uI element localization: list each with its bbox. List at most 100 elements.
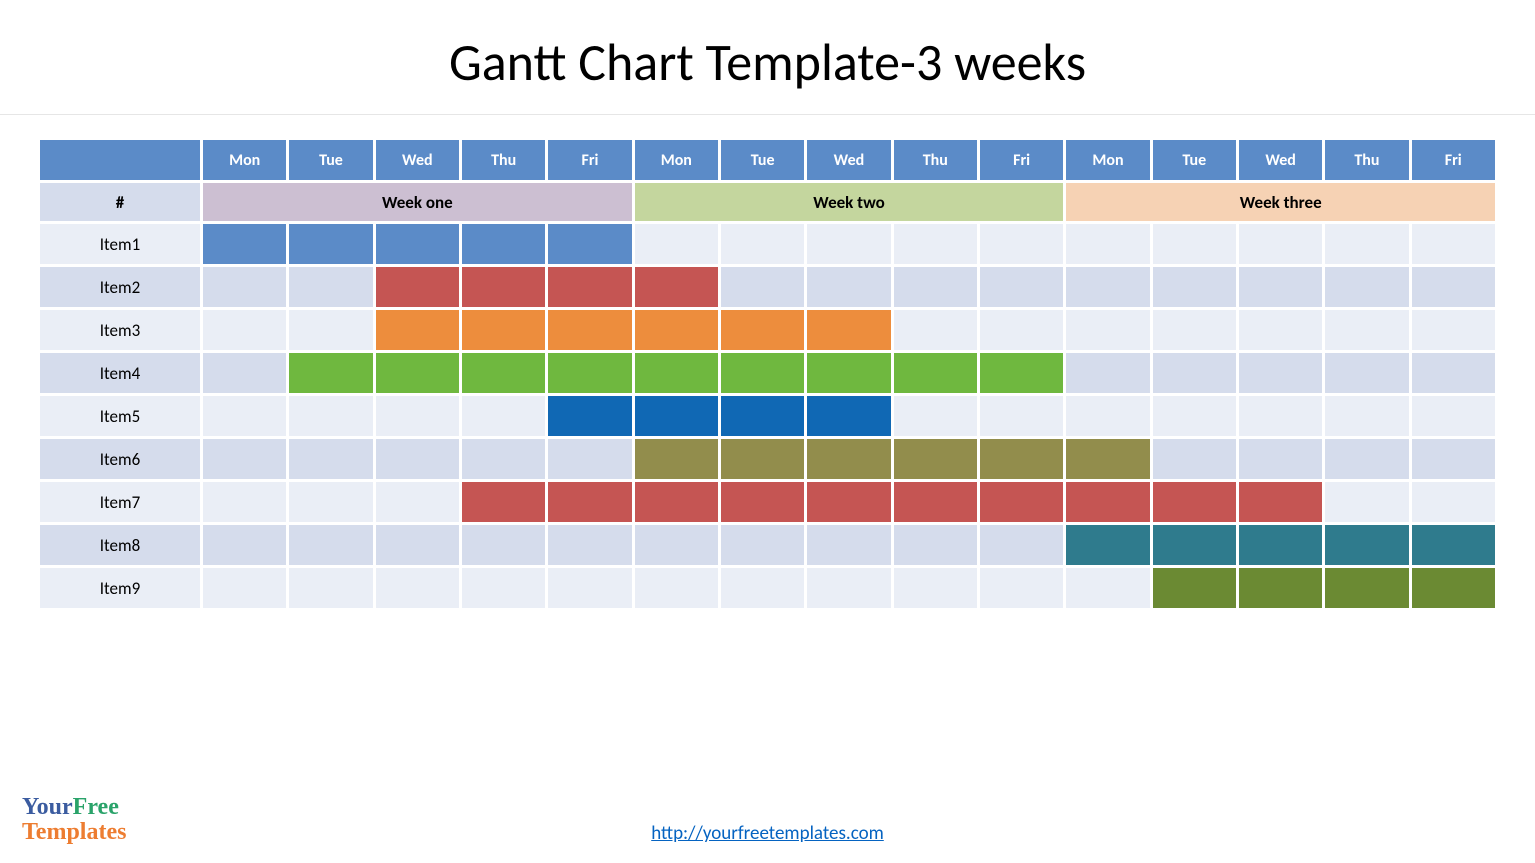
gantt-bar-cell [1412, 568, 1495, 608]
gantt-chart: MonTueWedThuFriMonTueWedThuFriMonTueWedT… [40, 140, 1495, 608]
gantt-empty-cell [1412, 439, 1495, 479]
gantt-empty-cell [1239, 353, 1322, 393]
gantt-bar-cell [462, 482, 545, 522]
gantt-empty-cell [1325, 224, 1408, 264]
gantt-empty-cell [980, 310, 1063, 350]
gantt-bar-cell [548, 224, 631, 264]
gantt-bar-cell [462, 310, 545, 350]
gantt-bar-cell [635, 482, 718, 522]
gantt-empty-cell [1066, 568, 1149, 608]
gantt-empty-cell [721, 267, 804, 307]
gantt-empty-cell [1412, 267, 1495, 307]
week-label: Week two [635, 183, 1064, 221]
gantt-empty-cell [635, 525, 718, 565]
gantt-bar-cell [807, 482, 890, 522]
gantt-empty-cell [1153, 267, 1236, 307]
gantt-empty-cell [1066, 353, 1149, 393]
gantt-empty-cell [203, 353, 286, 393]
gantt-empty-cell [203, 482, 286, 522]
gantt-empty-cell [548, 568, 631, 608]
gantt-empty-cell [721, 525, 804, 565]
gantt-empty-cell [462, 525, 545, 565]
gantt-empty-cell [980, 525, 1063, 565]
gantt-bar-cell [289, 224, 372, 264]
header-day: Mon [1066, 140, 1149, 180]
gantt-bar-cell [203, 224, 286, 264]
gantt-empty-cell [1153, 439, 1236, 479]
gantt-empty-cell [807, 525, 890, 565]
gantt-empty-cell [1066, 396, 1149, 436]
gantt-bar-cell [721, 353, 804, 393]
gantt-bar-cell [807, 353, 890, 393]
gantt-bar-cell [894, 353, 977, 393]
item-label: Item8 [40, 525, 200, 565]
gantt-bar-cell [548, 482, 631, 522]
gantt-empty-cell [1325, 396, 1408, 436]
gantt-bar-cell [807, 396, 890, 436]
gantt-empty-cell [894, 568, 977, 608]
gantt-bar-cell [807, 310, 890, 350]
page-title: Gantt Chart Template-3 weeks [0, 0, 1535, 114]
gantt-empty-cell [289, 568, 372, 608]
gantt-bar-cell [1239, 482, 1322, 522]
gantt-empty-cell [376, 482, 459, 522]
gantt-empty-cell [1412, 353, 1495, 393]
footer-link[interactable]: http://yourfreetemplates.com [651, 822, 884, 845]
footer-link-wrap: http://yourfreetemplates.com [0, 822, 1535, 845]
gantt-empty-cell [1412, 482, 1495, 522]
gantt-bar-cell [894, 439, 977, 479]
gantt-empty-cell [980, 396, 1063, 436]
gantt-empty-cell [1239, 439, 1322, 479]
gantt-bar-cell [635, 396, 718, 436]
gantt-empty-cell [289, 396, 372, 436]
header-day: Wed [376, 140, 459, 180]
gantt-bar-cell [1239, 568, 1322, 608]
gantt-bar-cell [1325, 568, 1408, 608]
gantt-empty-cell [1325, 482, 1408, 522]
gantt-bar-cell [1239, 525, 1322, 565]
gantt-empty-cell [894, 310, 977, 350]
gantt-empty-cell [1066, 310, 1149, 350]
header-day: Thu [1325, 140, 1408, 180]
gantt-empty-cell [289, 267, 372, 307]
gantt-bar-cell [980, 439, 1063, 479]
gantt-empty-cell [1153, 224, 1236, 264]
gantt-empty-cell [721, 568, 804, 608]
gantt-bar-cell [1325, 525, 1408, 565]
gantt-empty-cell [548, 439, 631, 479]
header-day: Thu [894, 140, 977, 180]
gantt-empty-cell [376, 568, 459, 608]
gantt-bar-cell [1066, 525, 1149, 565]
gantt-empty-cell [1325, 439, 1408, 479]
gantt-empty-cell [1066, 267, 1149, 307]
item-label: Item1 [40, 224, 200, 264]
gantt-bar-cell [721, 482, 804, 522]
gantt-empty-cell [894, 267, 977, 307]
item-label: Item4 [40, 353, 200, 393]
logo-templates: Templates [22, 820, 126, 845]
gantt-empty-cell [462, 568, 545, 608]
gantt-empty-cell [1153, 310, 1236, 350]
week-label: Week three [1066, 183, 1495, 221]
gantt-empty-cell [289, 525, 372, 565]
gantt-bar-cell [462, 224, 545, 264]
gantt-empty-cell [807, 568, 890, 608]
header-day: Wed [1239, 140, 1322, 180]
gantt-bar-cell [462, 267, 545, 307]
header-day: Tue [289, 140, 372, 180]
header-day: Thu [462, 140, 545, 180]
gantt-empty-cell [1412, 396, 1495, 436]
header-day: Mon [203, 140, 286, 180]
gantt-bar-cell [376, 353, 459, 393]
gantt-empty-cell [1325, 353, 1408, 393]
gantt-empty-cell [807, 224, 890, 264]
gantt-bar-cell [1153, 525, 1236, 565]
gantt-empty-cell [894, 396, 977, 436]
gantt-bar-cell [635, 353, 718, 393]
gantt-empty-cell [894, 525, 977, 565]
gantt-empty-cell [462, 439, 545, 479]
gantt-bar-cell [721, 396, 804, 436]
divider [0, 114, 1535, 115]
gantt-empty-cell [1325, 267, 1408, 307]
gantt-empty-cell [894, 224, 977, 264]
